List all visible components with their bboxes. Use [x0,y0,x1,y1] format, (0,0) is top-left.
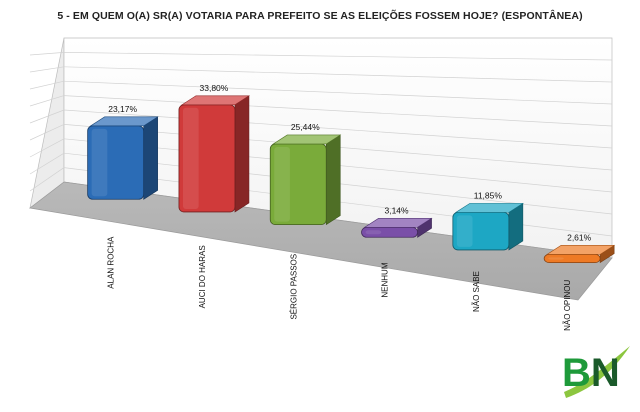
bar-top-face [363,218,433,228]
svg-text:BN: BN [562,351,620,395]
bar [361,217,433,238]
bar-side-face [325,134,341,226]
bars-layer [87,95,616,264]
grid-line [29,152,65,175]
bn-logo: BN [562,346,630,398]
data-label: 33,80% [200,83,229,93]
bar-top-face [180,95,250,106]
bar-highlight [365,230,382,235]
grid-line [63,80,613,105]
grid-line [29,66,65,73]
chart-title: 5 - EM QUEM O(A) SR(A) VOTARIA PARA PREF… [57,10,583,22]
bar-side-face [234,95,250,213]
bar-highlight [91,128,108,197]
grid-line [29,80,65,90]
grid-line [63,66,613,83]
bar-top-face [272,134,342,145]
bar [452,202,524,251]
data-label: 11,85% [474,190,503,200]
data-label: 3,14% [384,205,409,215]
bar-top-face [546,245,616,255]
bar-highlight [456,215,473,247]
bar-top-face [454,203,524,213]
logo-letter-n: N [591,351,620,395]
labels-layer: 23,17% ALAN ROCHA 33,80% AUCI DO HARAS 25,44… [107,83,592,331]
grid-line [29,52,65,56]
bar-highlight [548,257,564,260]
category-label: ALAN ROCHA [107,236,116,289]
grid-line [63,52,613,61]
logo-swoosh [564,346,630,398]
grid-line [29,167,65,192]
chart-floor [29,181,613,301]
grid-line [63,95,613,127]
bar [543,244,616,264]
data-label: 2,61% [567,232,592,242]
data-label: 25,44% [291,122,320,132]
category-label: AUCI DO HARAS [198,245,207,308]
grid-line [29,138,65,158]
bar [269,134,342,226]
data-label: 23,17% [108,104,137,114]
bar-top-face [89,116,159,127]
grid-line [29,124,65,141]
chart-side-wall [29,37,65,209]
logo-letter-b: B [562,351,591,395]
category-label: SÉRGIO PASSOS [289,254,298,320]
bar [178,95,250,213]
grid-line [29,95,65,107]
bar-side-face [143,116,158,200]
category-label: NÃO OPINOU [563,280,572,331]
grid-line [29,109,65,124]
grid-line [63,109,613,149]
bar-highlight [182,107,199,209]
category-label: NENHUM [381,262,390,297]
bar-highlight [274,146,290,222]
category-label: NÃO SABE [472,271,481,312]
bar [87,116,159,200]
